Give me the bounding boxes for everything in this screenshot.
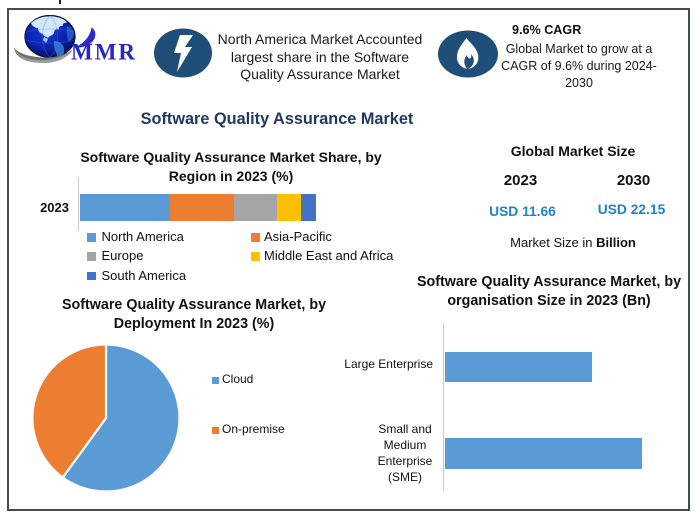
svg-text:MMR: MMR bbox=[71, 40, 137, 65]
